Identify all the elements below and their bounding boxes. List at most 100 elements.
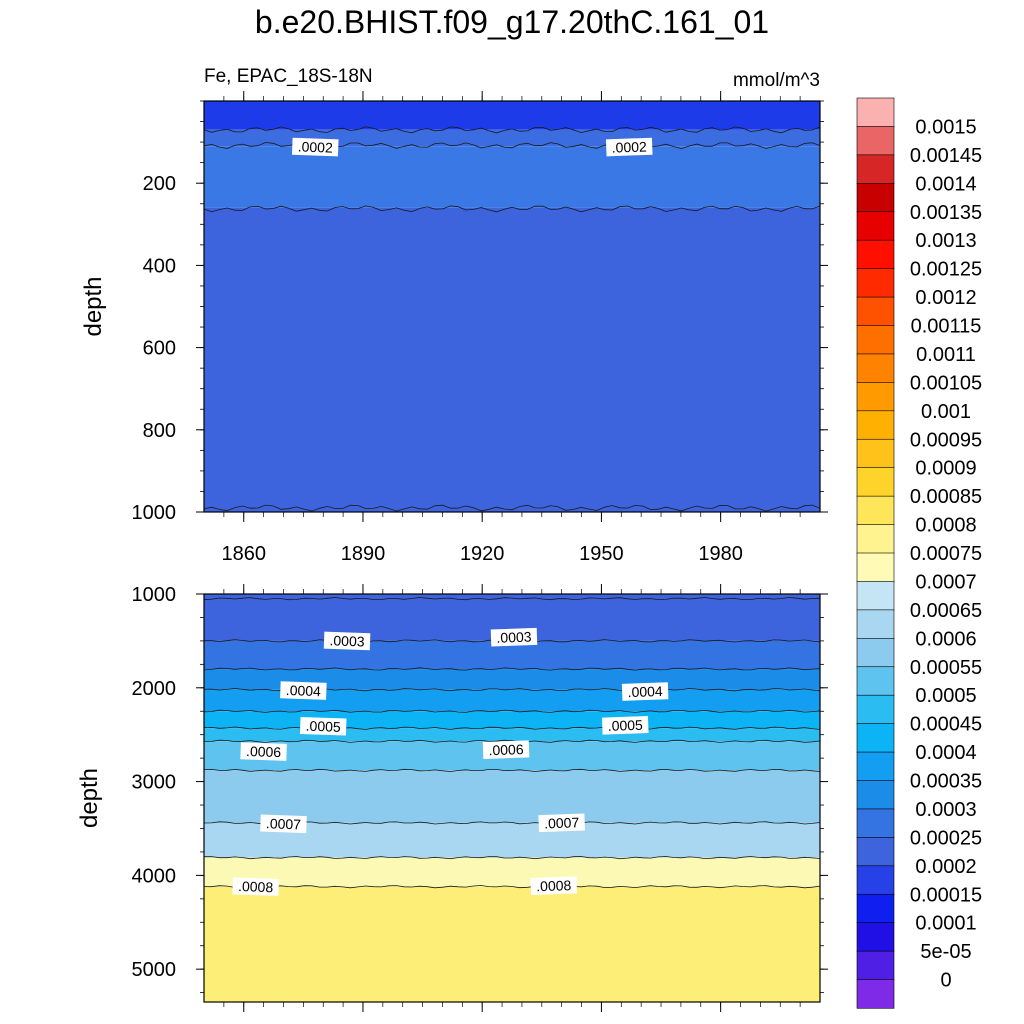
colorbar-swatch bbox=[856, 524, 895, 554]
contour-label-text: .0008 bbox=[536, 877, 572, 894]
colorbar-label: 0.0005 bbox=[915, 685, 976, 707]
colorbar-swatch bbox=[856, 808, 895, 838]
colorbar-swatch bbox=[856, 666, 895, 696]
colorbar-label: 0.001 bbox=[921, 401, 971, 423]
colorbar-swatch bbox=[856, 467, 895, 497]
colorbar-swatch bbox=[856, 126, 895, 156]
colorbar-swatch bbox=[856, 581, 895, 611]
colorbar-label: 0.00065 bbox=[910, 600, 982, 622]
contour-label-bg bbox=[605, 137, 653, 157]
colorbar-label: 5e-05 bbox=[920, 941, 971, 963]
contour-label-bg bbox=[232, 877, 279, 896]
colorbar-swatch bbox=[856, 410, 895, 440]
colorbar-label: 0.0004 bbox=[915, 742, 976, 764]
colorbar-label: 0.00115 bbox=[911, 316, 982, 338]
units-label: mmol/m^3 bbox=[733, 70, 820, 91]
contour-label-text: .0004 bbox=[627, 683, 663, 700]
colorbar-swatch bbox=[856, 893, 895, 924]
contour-band-lower-8 bbox=[204, 822, 820, 858]
colorbar-label: 0.0014 bbox=[915, 173, 976, 195]
contour-band-lower-5 bbox=[204, 728, 820, 742]
colorbar-swatch bbox=[856, 694, 895, 725]
xtick-label: 1860 bbox=[221, 543, 266, 565]
contour-line-lower-2 bbox=[203, 667, 821, 671]
contour-label-upper-1: .0002 bbox=[605, 137, 653, 157]
contour-label-bg bbox=[482, 740, 530, 759]
xtick-label: 1920 bbox=[460, 543, 505, 565]
ytick-label: 2000 bbox=[132, 678, 177, 700]
contour-label-text: .0003 bbox=[329, 632, 365, 649]
contour-band-lower-10 bbox=[204, 886, 820, 1002]
contour-band-upper-0 bbox=[204, 101, 820, 130]
colorbar-swatch bbox=[856, 268, 895, 298]
colorbar-label: 0.00075 bbox=[910, 543, 982, 565]
contour-line-upper-2 bbox=[203, 205, 821, 213]
colorbar-label: 0.0002 bbox=[915, 856, 976, 878]
contour-band-upper-2 bbox=[204, 146, 820, 208]
contour-line-lower-6 bbox=[203, 739, 821, 743]
x-axis-labels: 1860 1890 1920 1950 1980 bbox=[221, 543, 742, 565]
xtick-label: 1980 bbox=[698, 543, 743, 565]
y-axis-title: depth bbox=[80, 276, 107, 336]
contour-label-text: .0008 bbox=[238, 878, 274, 895]
colorbar-label: 0.0007 bbox=[915, 571, 976, 593]
upper-panel: 200 400 600 800 1000 depth .0002 .0002 bbox=[80, 91, 828, 524]
colorbar-label: 0.0013 bbox=[915, 230, 976, 252]
contour-label-text: .0003 bbox=[496, 629, 532, 646]
ytick-label: 3000 bbox=[132, 772, 177, 794]
contour-line-lower-10 bbox=[203, 885, 821, 889]
xtick-label: 1890 bbox=[341, 543, 386, 565]
colorbar-swatch bbox=[856, 154, 895, 184]
ytick-label: 200 bbox=[143, 173, 176, 195]
colorbar-label: 0.00085 bbox=[910, 486, 982, 508]
contour-label-lower-3: .0004 bbox=[621, 682, 669, 701]
colorbar-label: 0.0015 bbox=[915, 116, 976, 138]
contour-band-upper-3 bbox=[204, 207, 820, 513]
contour-label-lower-7: .0006 bbox=[482, 740, 530, 759]
contour-label-text: .0002 bbox=[297, 138, 333, 155]
colorbar-label: 0.00145 bbox=[910, 145, 982, 167]
contour-label-lower-4: .0005 bbox=[299, 716, 347, 736]
colorbar-swatch bbox=[856, 325, 895, 355]
colorbar-swatch bbox=[856, 183, 895, 213]
colorbar: 0.0015 0.00145 0.0014 0.00135 0.0013 0.00125 0… bbox=[856, 97, 982, 1009]
contour-band-upper-1 bbox=[204, 129, 820, 147]
colorbar-label: 0.0006 bbox=[915, 628, 976, 650]
contour-label-text: .0005 bbox=[305, 718, 341, 735]
colorbar-label: 0.00095 bbox=[910, 429, 982, 451]
lower-panel: 1000 2000 3000 4000 5000 depth .0003 .0003 .0004… bbox=[76, 584, 828, 1012]
colorbar-label: 0.0001 bbox=[915, 913, 976, 935]
colorbar-swatch bbox=[856, 97, 895, 128]
contour-label-bg bbox=[299, 716, 347, 736]
contour-line-lower-8 bbox=[203, 821, 821, 825]
colorbar-swatch bbox=[856, 979, 895, 1009]
contour-label-bg bbox=[621, 682, 669, 701]
contour-label-lower-8: .0007 bbox=[260, 814, 307, 834]
colorbar-swatch bbox=[856, 751, 895, 782]
contour-label-text: .0004 bbox=[286, 682, 322, 699]
contour-label-text: .0006 bbox=[488, 741, 524, 758]
colorbar-swatch bbox=[856, 780, 895, 810]
ytick-label: 5000 bbox=[132, 959, 177, 981]
contour-label-lower-2: .0004 bbox=[280, 681, 327, 700]
y-axis-title: depth bbox=[76, 768, 103, 828]
colorbar-swatch bbox=[856, 609, 895, 639]
colorbar-swatch bbox=[856, 552, 895, 583]
colorbar-label: 0.00015 bbox=[910, 884, 982, 906]
colorbar-swatch bbox=[856, 865, 895, 895]
contour-band-lower-7 bbox=[204, 770, 820, 823]
ytick-label: 1000 bbox=[132, 584, 177, 606]
colorbar-label: 0.00055 bbox=[910, 657, 982, 679]
contour-label-lower-9: .0007 bbox=[538, 813, 585, 833]
variable-label: Fe, EPAC_18S-18N bbox=[204, 66, 373, 87]
contour-line-lower-9 bbox=[203, 856, 821, 860]
contour-label-bg bbox=[601, 716, 649, 735]
ytick-label: 400 bbox=[143, 255, 176, 277]
contour-label-lower-6: .0006 bbox=[240, 742, 287, 761]
colorbar-label: 0.00105 bbox=[910, 372, 982, 394]
ytick-label: 4000 bbox=[132, 865, 177, 887]
colorbar-swatch bbox=[856, 922, 895, 952]
colorbar-label: 0.00035 bbox=[910, 771, 982, 793]
contour-label-lower-0: .0003 bbox=[323, 631, 371, 651]
colorbar-swatch bbox=[856, 382, 895, 412]
